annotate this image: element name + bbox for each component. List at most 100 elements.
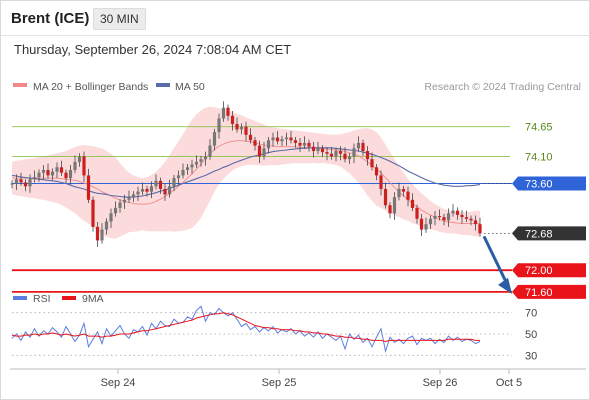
candle-body: [82, 156, 86, 176]
candle-body: [235, 123, 239, 130]
candle: [14, 174, 19, 191]
candle-body: [64, 172, 68, 179]
candle-body: [374, 167, 379, 176]
candle: [46, 163, 50, 179]
candle-body: [208, 145, 212, 157]
candle: [221, 101, 226, 122]
candle: [442, 213, 446, 226]
candle-body: [478, 224, 482, 234]
candle-body: [302, 142, 307, 146]
candle: [109, 208, 113, 228]
candle: [212, 128, 217, 151]
x-tick-label: Sep 25: [262, 377, 297, 389]
candle-body: [397, 188, 401, 198]
credit-label: Research © 2024 Trading Central: [424, 81, 581, 93]
candle-body: [388, 205, 392, 214]
candle-body: [343, 153, 347, 160]
candle-body: [172, 178, 176, 187]
candle-body: [217, 118, 221, 133]
candle: [118, 199, 122, 213]
candle-body: [109, 213, 113, 222]
candle: [203, 151, 208, 166]
candle-body: [221, 107, 226, 119]
candle-body: [284, 137, 289, 140]
candle-body: [28, 179, 32, 187]
candle-body: [347, 156, 352, 160]
candle: [406, 186, 410, 207]
candle-body: [419, 218, 424, 230]
rsi-tick-label: 50: [525, 329, 537, 341]
x-tick-label: Oct 5: [496, 377, 522, 389]
candle-body: [334, 151, 338, 157]
timestamp: Thursday, September 26, 2024 7:08:04 AM …: [14, 42, 292, 57]
candle-body: [356, 142, 361, 149]
candle-body: [464, 217, 469, 219]
ma50-legend-label: MA 50: [175, 81, 205, 93]
candle-body: [199, 159, 203, 162]
candle: [140, 182, 145, 195]
candle-body: [325, 152, 329, 154]
candle-body: [41, 170, 46, 173]
candle-body: [136, 191, 140, 195]
candle: [329, 147, 334, 160]
timeframe-badge[interactable]: 30 MIN: [93, 8, 146, 30]
candle-body: [212, 132, 217, 146]
candle: [361, 139, 365, 156]
candle: [262, 141, 266, 160]
candle-body: [338, 151, 343, 154]
candle: [352, 143, 356, 163]
candle: [77, 153, 82, 167]
candle: [392, 192, 397, 220]
candle: [50, 168, 55, 181]
candle-body: [77, 156, 82, 162]
candle-body: [293, 140, 298, 143]
candle: [419, 213, 424, 237]
forecast-arrowhead: [498, 277, 512, 294]
candle: [325, 147, 329, 161]
support-label: 72.00: [525, 265, 553, 277]
candle-body: [298, 142, 302, 146]
bollinger-band: [12, 106, 480, 239]
candle: [190, 159, 194, 174]
x-tick-label: Sep 26: [423, 377, 458, 389]
candle-body: [289, 137, 293, 141]
candle-body: [370, 159, 374, 168]
candle-body: [320, 148, 325, 153]
candle-body: [410, 199, 415, 208]
candle: [437, 209, 442, 221]
candle-body: [32, 177, 37, 180]
candle: [239, 123, 244, 135]
candle: [149, 181, 154, 199]
candle: [257, 140, 262, 163]
candle: [230, 110, 235, 131]
candle: [158, 177, 163, 194]
candle-body: [311, 146, 316, 152]
candle-body: [253, 140, 257, 146]
candle: [131, 191, 136, 202]
candle: [383, 182, 388, 209]
candle-body: [50, 171, 55, 176]
rsi-tick-label: 30: [525, 350, 537, 362]
candle-body: [149, 186, 154, 192]
candle-body: [455, 210, 460, 215]
candle: [370, 152, 374, 171]
support-tag: [512, 284, 586, 299]
candle: [28, 174, 32, 193]
candle: [37, 169, 41, 182]
candle: [320, 145, 325, 157]
candle: [469, 215, 473, 226]
rsi-ma-line: [11, 312, 480, 343]
candle: [334, 147, 338, 162]
candle: [266, 136, 271, 154]
candle-body: [230, 115, 235, 124]
pivot-label: 73.60: [525, 179, 553, 191]
candle: [32, 170, 37, 183]
candle: [298, 138, 302, 153]
ma20-legend-label: MA 20 + Bollinger Bands: [33, 81, 148, 93]
candle: [307, 139, 311, 152]
candle-body: [113, 207, 118, 214]
candle: [10, 180, 14, 189]
candle-body: [266, 140, 271, 149]
candle-body: [352, 148, 356, 157]
